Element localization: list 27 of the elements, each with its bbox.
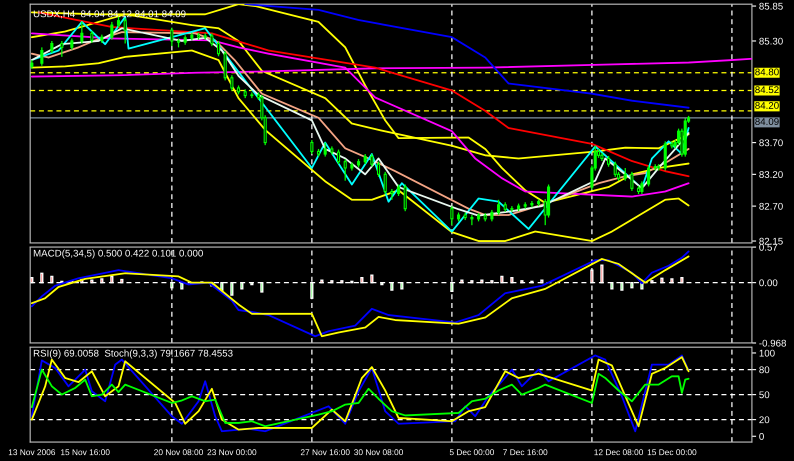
y-tick-label: 82.70: [759, 202, 783, 210]
y-tick-label: 85.85: [759, 2, 783, 10]
x-tick-label: 13 Nov 2006: [8, 449, 56, 456]
x-tick-label: 27 Nov 16:00: [300, 449, 350, 456]
ref-line-label: 84.09: [755, 118, 779, 125]
ref-line-label: 84.20: [755, 102, 779, 109]
y-tick-label: 85.30: [759, 38, 783, 45]
x-tick-label: 15 Dec 00:00: [648, 449, 696, 456]
y-tick-label: 83.20: [759, 171, 783, 178]
y-tick-label: 80: [759, 366, 770, 374]
x-tick-label: 20 Nov 08:00: [154, 449, 203, 456]
y-tick-label: 0: [759, 433, 764, 440]
y-tick-label: 50: [759, 391, 770, 398]
chart-title: RSI(9) 69.0058 Stoch(9,3,3) 79.1667 78.4553: [34, 350, 233, 359]
x-tick-label: 5 Dec 00:00: [450, 449, 494, 456]
x-tick-label: 7 Dec 16:00: [503, 449, 548, 456]
y-tick-label: 83.70: [759, 139, 783, 146]
y-tick-label: 20: [759, 416, 770, 424]
x-tick-label: 12 Dec 08:00: [594, 449, 644, 456]
y-tick-label: 0.00: [759, 279, 778, 286]
x-tick-label: 15 Nov 16:00: [61, 449, 110, 456]
x-tick-label: 30 Nov 08:00: [354, 449, 404, 456]
ref-line-label: 84.52: [755, 86, 779, 94]
x-tick-label: 23 Nov 00:00: [207, 449, 256, 456]
ref-line-label: 84.80: [755, 68, 779, 76]
y-tick-label: 100: [760, 350, 775, 357]
y-tick-label: -0.968: [759, 340, 786, 347]
